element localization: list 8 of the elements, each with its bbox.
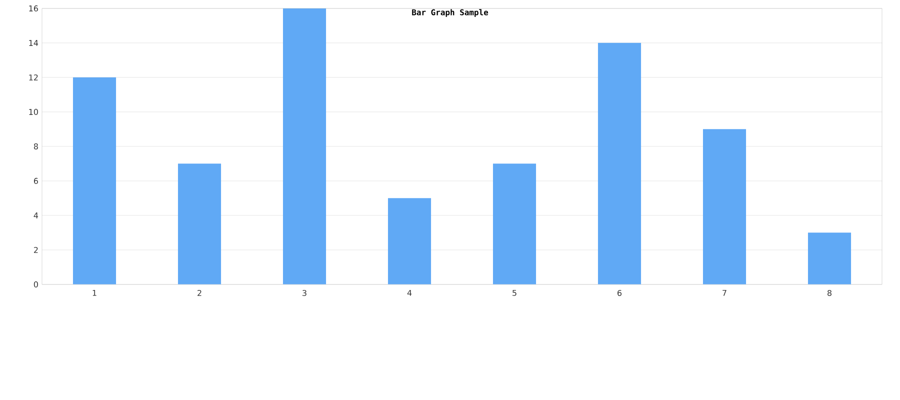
bar [598, 42, 642, 284]
bar [72, 77, 116, 284]
bar [702, 129, 746, 284]
bar [492, 164, 536, 284]
bar [178, 164, 222, 284]
bar [282, 8, 326, 284]
bar [808, 232, 852, 284]
bar [388, 198, 432, 284]
